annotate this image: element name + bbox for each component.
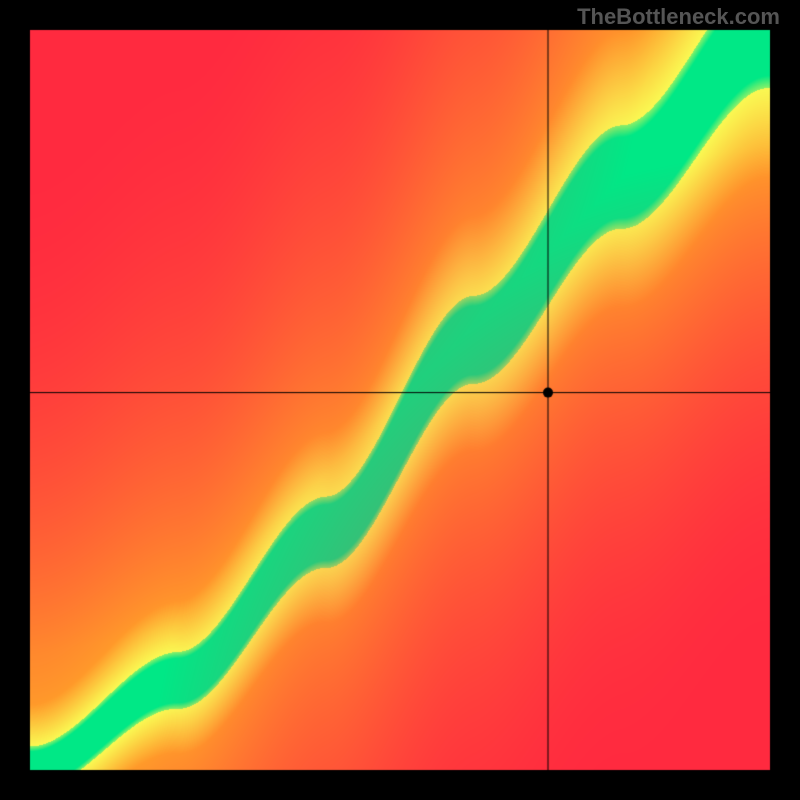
- bottleneck-heatmap-canvas: [0, 0, 800, 800]
- watermark-text: TheBottleneck.com: [577, 4, 780, 30]
